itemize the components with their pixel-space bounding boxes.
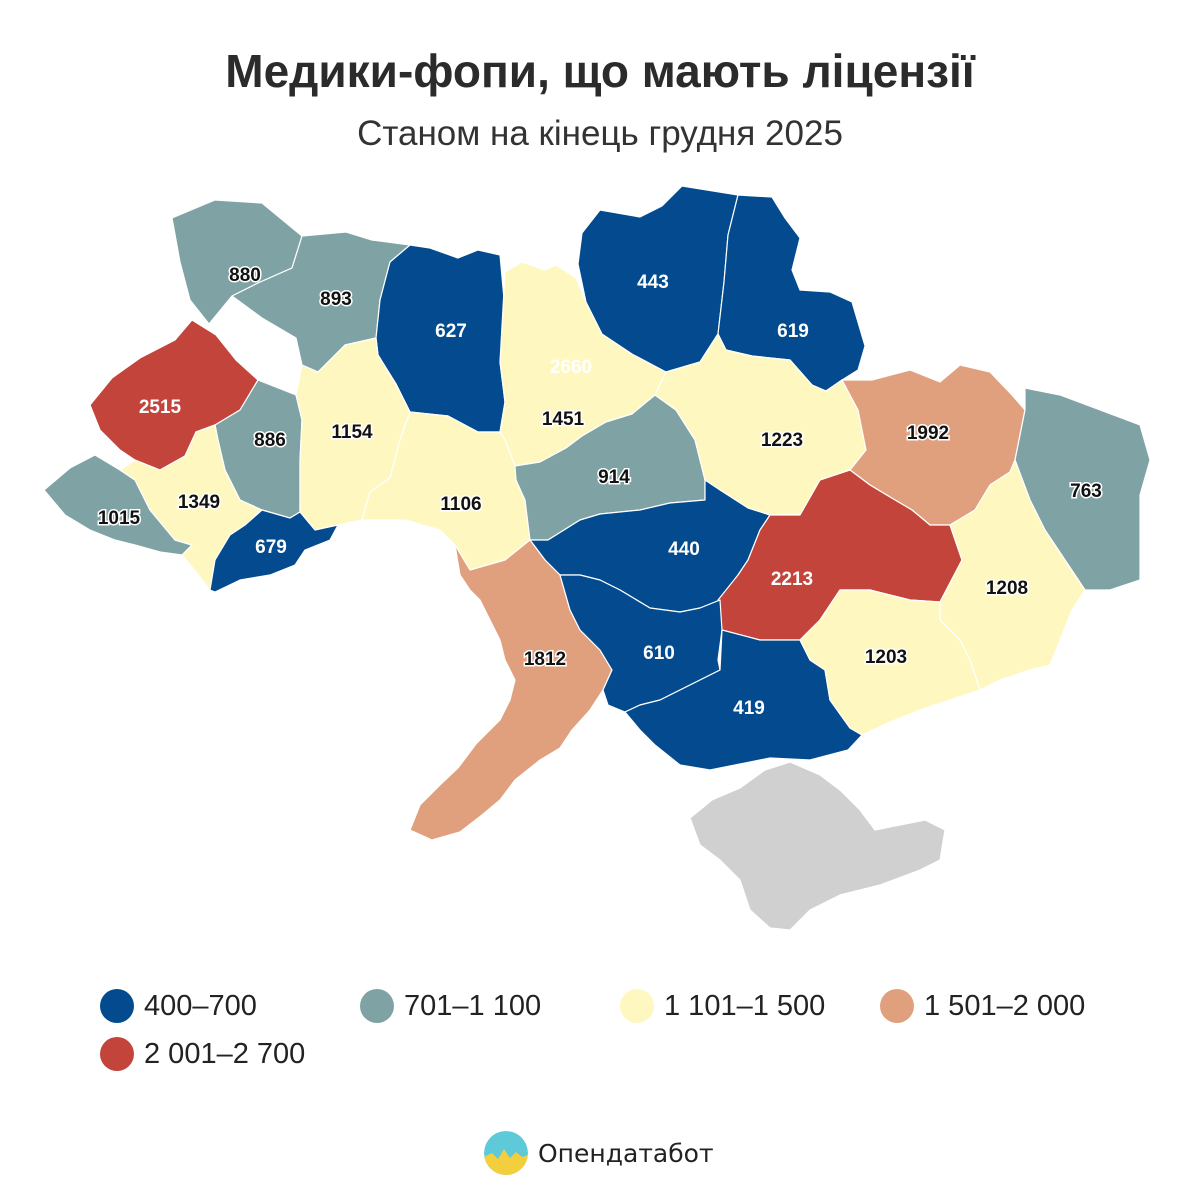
region-value-dnipropetrovsk: 2213 xyxy=(771,569,813,590)
map-subtitle: Станом на кінець грудня 2025 xyxy=(357,114,843,153)
region-value-lviv: 2515 xyxy=(139,397,182,418)
region-value-rivne: 893 xyxy=(320,289,352,310)
region-value-poltava: 1223 xyxy=(761,430,803,451)
region-value-cherkasy: 914 xyxy=(598,467,630,488)
legend-item: 2 001–2 700 xyxy=(100,1032,305,1076)
legend-item: 701–1 100 xyxy=(360,984,541,1028)
region-value-kyiv-oblast: 1451 xyxy=(542,409,585,430)
region-value-ternopil: 886 xyxy=(254,430,286,451)
region-crimea xyxy=(689,761,946,931)
legend-item: 400–700 xyxy=(100,984,257,1028)
legend-label: 400–700 xyxy=(144,989,257,1022)
legend-swatch xyxy=(100,1037,134,1071)
region-chernivtsi xyxy=(209,509,339,593)
opendatabot-logo-icon xyxy=(484,1131,528,1175)
region-value-ivano-frankivsk: 1349 xyxy=(178,492,220,513)
region-value-zhytomyr: 627 xyxy=(435,321,467,342)
legend-swatch xyxy=(100,989,134,1023)
region-value-luhansk: 763 xyxy=(1070,481,1102,502)
legend-swatch xyxy=(360,989,394,1023)
region-value-zaporizhzhia: 1203 xyxy=(865,647,907,668)
region-value-khmelnytskyi: 1154 xyxy=(331,422,373,443)
region-value-odesa: 1812 xyxy=(524,649,566,670)
region-value-kherson: 419 xyxy=(733,698,765,719)
legend-label: 2 001–2 700 xyxy=(144,1037,306,1070)
legend-label: 1 501–2 000 xyxy=(924,989,1086,1022)
region-value-vinnytsia: 1106 xyxy=(440,494,481,515)
ukraine-map: 880 893 627 2660 1451 443 619 2515 886 1154 1106 91… xyxy=(43,185,1151,931)
region-value-volyn: 880 xyxy=(229,265,261,286)
region-value-kharkiv: 1992 xyxy=(907,423,949,444)
region-value-mykolaiv: 610 xyxy=(643,643,675,664)
legend-swatch xyxy=(880,989,914,1023)
region-value-zakarpattia: 1015 xyxy=(98,508,141,529)
region-value-donetsk: 1208 xyxy=(986,578,1028,599)
region-value-kyiv-city: 2660 xyxy=(550,357,592,378)
legend-item: 1 101–1 500 xyxy=(620,984,825,1028)
legend-swatch xyxy=(620,989,654,1023)
region-value-kirovohrad: 440 xyxy=(668,539,700,560)
region-zaporizhzhia xyxy=(799,589,981,736)
brand: Опендатабот xyxy=(484,1130,714,1176)
legend-label: 1 101–1 500 xyxy=(664,989,826,1022)
legend-label: 701–1 100 xyxy=(404,989,542,1022)
map-title: Медики-фопи, що мають ліцензії xyxy=(225,45,975,97)
region-value-chernivtsi: 679 xyxy=(255,537,287,558)
region-value-sumy: 619 xyxy=(777,321,809,342)
region-value-chernihiv: 443 xyxy=(637,272,669,293)
brand-name: Опендатабот xyxy=(538,1138,714,1168)
legend-item: 1 501–2 000 xyxy=(880,984,1085,1028)
